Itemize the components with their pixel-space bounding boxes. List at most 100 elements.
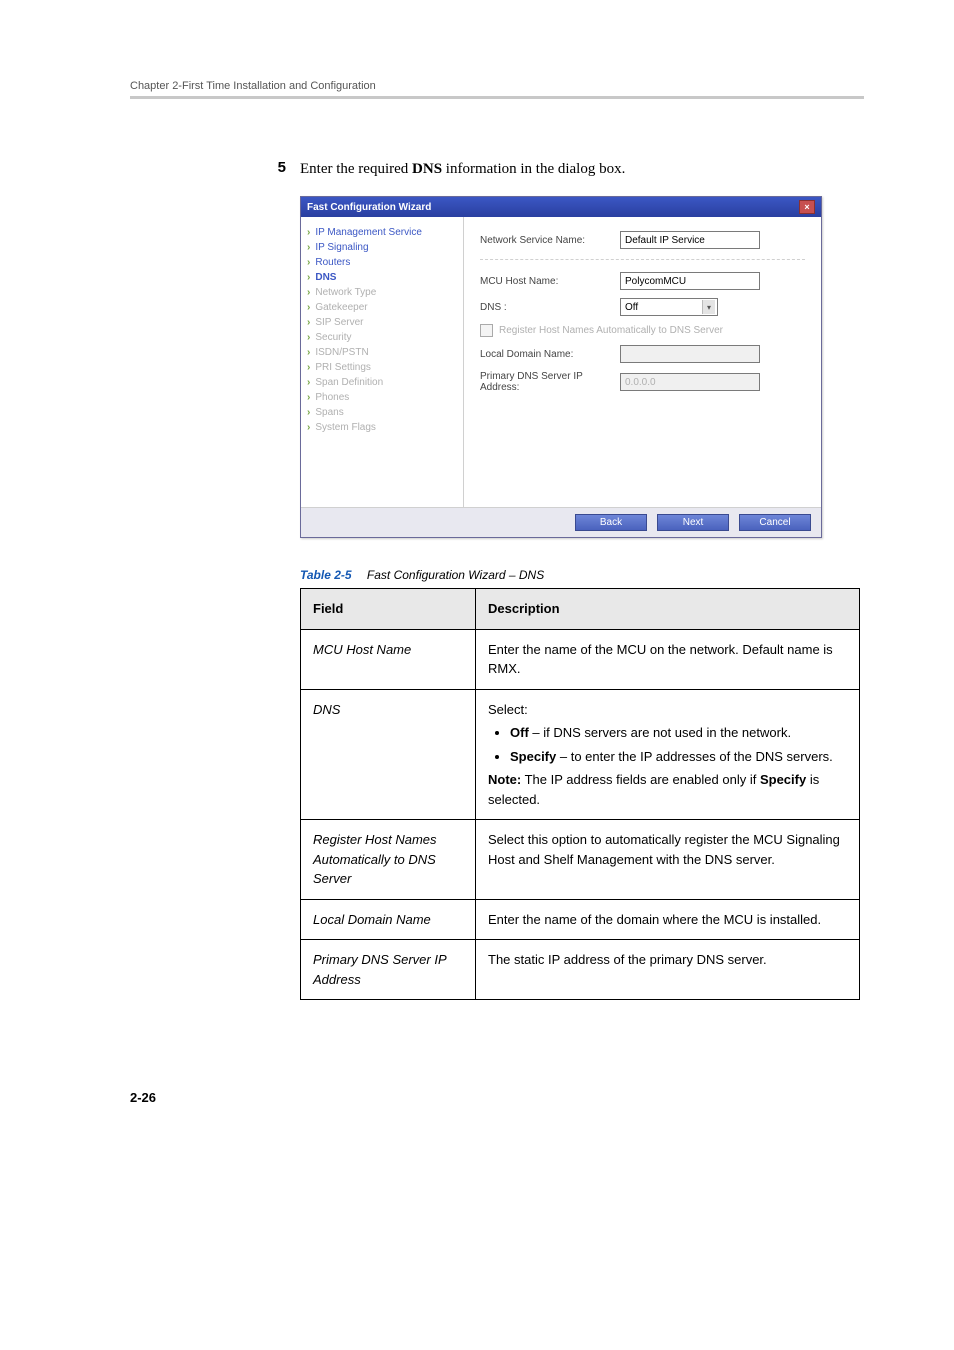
table-row: Local Domain Name Enter the name of the … xyxy=(301,899,860,940)
dialog-footer: Back Next Cancel xyxy=(301,507,821,537)
dialog-body: › IP Management Service › IP Signaling ›Ro… xyxy=(301,217,821,507)
chapter-header: Chapter 2-First Time Installation and Co… xyxy=(130,80,864,92)
cell-field: MCU Host Name xyxy=(301,629,476,689)
list-item: Specify – to enter the IP addresses of t… xyxy=(510,747,847,767)
table-row: MCU Host Name Enter the name of the MCU … xyxy=(301,629,860,689)
b1-rest: – if DNS servers are not used in the net… xyxy=(529,725,791,740)
step-post: information in the dialog box. xyxy=(442,161,625,177)
dialog-main: Network Service Name: MCU Host Name: DNS… xyxy=(464,217,821,507)
cell-desc: Enter the name of the MCU on the network… xyxy=(476,629,860,689)
chevron-icon: › xyxy=(307,257,310,268)
b1: Off xyxy=(510,725,529,740)
nav-item-security: › Security xyxy=(307,330,457,345)
row-dns: DNS : Off ▾ xyxy=(480,298,805,316)
nav-item-dns[interactable]: › DNS xyxy=(307,270,457,285)
chevron-icon: › xyxy=(307,302,310,313)
nav-label: IP Management Service xyxy=(315,227,422,238)
row-mcu-host: MCU Host Name: xyxy=(480,272,805,290)
page-number: 2-26 xyxy=(130,1090,864,1105)
list-item: Off – if DNS servers are not used in the… xyxy=(510,723,847,743)
label-dns: DNS : xyxy=(480,302,620,313)
nav-label: Phones xyxy=(315,392,349,403)
back-button[interactable]: Back xyxy=(575,514,647,531)
note-bold2: Specify xyxy=(760,772,806,787)
step-pre: Enter the required xyxy=(300,161,412,177)
caption-number: Table 2-5 xyxy=(300,568,352,582)
row-primary-dns: Primary DNS Server IP Address: xyxy=(480,371,805,393)
chevron-icon: › xyxy=(307,227,310,238)
chevron-icon: › xyxy=(307,377,310,388)
nav-label: Gatekeeper xyxy=(315,302,367,313)
nav-item-network-type: › Network Type xyxy=(307,285,457,300)
nav-label: IP Signaling xyxy=(315,242,368,253)
chevron-icon: › xyxy=(307,332,310,343)
desc-list: Off – if DNS servers are not used in the… xyxy=(488,723,847,766)
header-rule xyxy=(130,96,864,99)
nav-label: System Flags xyxy=(315,422,376,433)
cell-desc: Enter the name of the domain where the M… xyxy=(476,899,860,940)
nav-item-routers[interactable]: ›Routers xyxy=(307,255,457,270)
step-number: 5 xyxy=(260,159,286,176)
dialog-nav: › IP Management Service › IP Signaling ›Ro… xyxy=(301,217,464,507)
b2-rest: – to enter the IP addresses of the DNS s… xyxy=(556,749,833,764)
nav-label: DNS xyxy=(315,272,336,283)
step-row: 5 Enter the required DNS information in … xyxy=(260,159,864,180)
table-row: Register Host Names Automatically to DNS… xyxy=(301,820,860,900)
cell-field: DNS xyxy=(301,689,476,820)
chevron-icon: › xyxy=(307,392,310,403)
select-dns[interactable]: Off ▾ xyxy=(620,298,718,316)
table-row: DNS Select: Off – if DNS servers are not… xyxy=(301,689,860,820)
caption-title: Fast Configuration Wizard – DNS xyxy=(367,568,544,582)
nav-item-ip-mgmt[interactable]: › IP Management Service xyxy=(307,225,457,240)
cell-desc: Select: Off – if DNS servers are not use… xyxy=(476,689,860,820)
input-primary-dns[interactable] xyxy=(620,373,760,391)
row-local-domain: Local Domain Name: xyxy=(480,345,805,363)
select-dns-value: Off xyxy=(625,302,638,313)
chevron-icon: › xyxy=(307,407,310,418)
table-row: Primary DNS Server IP Address The static… xyxy=(301,940,860,1000)
chevron-icon: › xyxy=(307,287,310,298)
nav-item-spans: ›Spans xyxy=(307,405,457,420)
table-header-row: Field Description xyxy=(301,589,860,630)
nav-item-system-flags: › System Flags xyxy=(307,420,457,435)
step-text: Enter the required DNS information in th… xyxy=(300,159,625,180)
cell-field: Local Domain Name xyxy=(301,899,476,940)
chevron-icon: › xyxy=(307,272,310,283)
nav-item-pri-settings: ›PRI Settings xyxy=(307,360,457,375)
nav-item-ip-signaling[interactable]: › IP Signaling xyxy=(307,240,457,255)
chevron-icon: › xyxy=(307,422,310,433)
input-local-domain[interactable] xyxy=(620,345,760,363)
label-register-host: Register Host Names Automatically to DNS… xyxy=(499,325,723,336)
chevron-icon: › xyxy=(307,317,310,328)
cell-field: Primary DNS Server IP Address xyxy=(301,940,476,1000)
note-bold: Note: xyxy=(488,772,521,787)
nav-label: Network Type xyxy=(315,287,376,298)
input-mcu-host[interactable] xyxy=(620,272,760,290)
nav-label: ISDN/PSTN xyxy=(315,347,368,358)
next-button[interactable]: Next xyxy=(657,514,729,531)
nav-item-span-def: ›Span Definition xyxy=(307,375,457,390)
dialog-title-text: Fast Configuration Wizard xyxy=(307,202,431,213)
step-bold: DNS xyxy=(412,161,442,177)
chevron-icon: › xyxy=(307,362,310,373)
label-network-service: Network Service Name: xyxy=(480,235,620,246)
label-primary-dns: Primary DNS Server IP Address: xyxy=(480,371,620,393)
dialog-screenshot: Fast Configuration Wizard × › IP Manageme… xyxy=(300,196,864,538)
th-field: Field xyxy=(301,589,476,630)
form-separator xyxy=(480,259,805,260)
dialog-window: Fast Configuration Wizard × › IP Manageme… xyxy=(300,196,822,538)
input-network-service[interactable] xyxy=(620,231,760,249)
nav-item-gatekeeper: › Gatekeeper xyxy=(307,300,457,315)
close-icon[interactable]: × xyxy=(799,200,815,214)
desc-pre: Select: xyxy=(488,702,528,717)
cancel-button[interactable]: Cancel xyxy=(739,514,811,531)
th-description: Description xyxy=(476,589,860,630)
dns-table: Field Description MCU Host Name Enter th… xyxy=(300,588,860,1000)
dialog-titlebar: Fast Configuration Wizard × xyxy=(301,197,821,217)
nav-item-phones: › Phones xyxy=(307,390,457,405)
nav-label: Security xyxy=(315,332,351,343)
checkbox-register-host[interactable] xyxy=(480,324,493,337)
chevron-icon: › xyxy=(307,242,310,253)
nav-item-isdn-pstn: ›ISDN/PSTN xyxy=(307,345,457,360)
cell-desc: The static IP address of the primary DNS… xyxy=(476,940,860,1000)
